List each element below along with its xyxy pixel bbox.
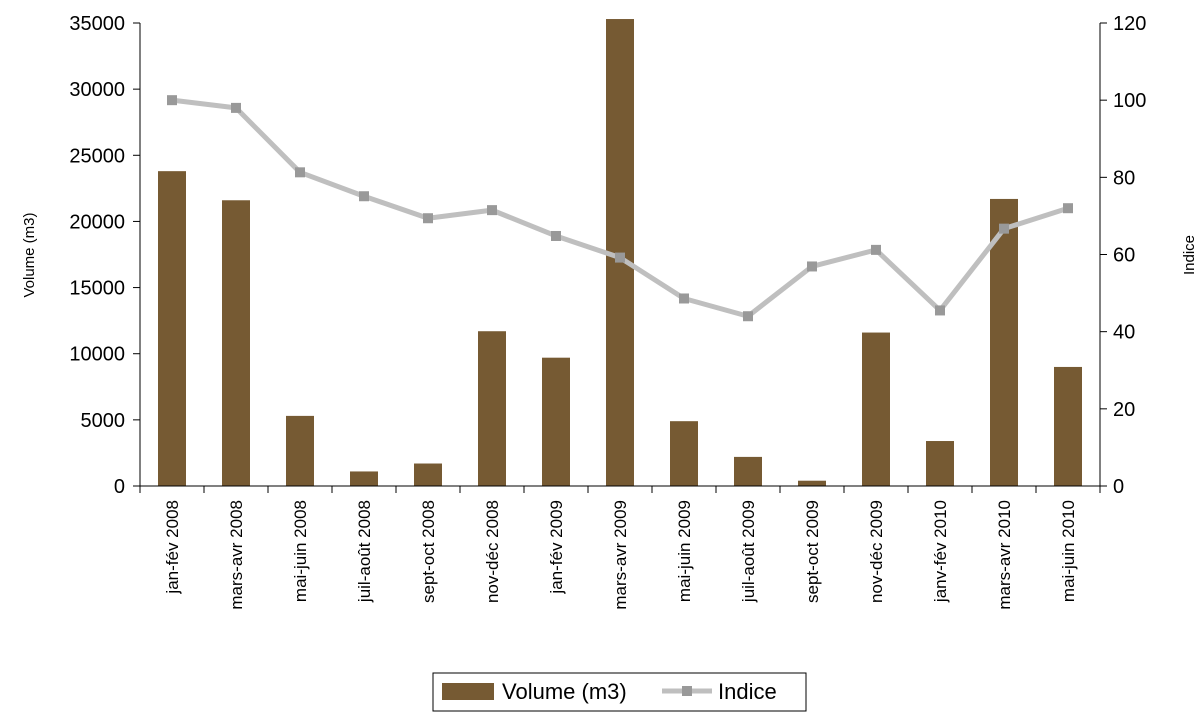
indice-point-8 xyxy=(679,293,689,304)
bar-6 xyxy=(542,357,570,486)
x-tick-label-1: mars-avr 2008 xyxy=(227,500,246,610)
indice-point-11 xyxy=(871,244,881,255)
y-tick-label-1: 5000 xyxy=(81,410,126,432)
bar-4 xyxy=(414,463,442,486)
indice-point-12 xyxy=(935,305,945,316)
indice-point-4 xyxy=(423,213,433,224)
indice-point-7 xyxy=(615,252,625,263)
bar-2 xyxy=(286,415,314,486)
y-tick-label-2: 10000 xyxy=(69,344,125,366)
bar-1 xyxy=(222,200,250,486)
bar-10 xyxy=(798,480,826,486)
x-tick-label-0: jan-fév 2008 xyxy=(163,500,182,595)
x-tick-label-5: nov-déc 2008 xyxy=(483,500,502,603)
x-tick-label-6: jan-fév 2009 xyxy=(547,500,566,595)
y-tick-label-3: 15000 xyxy=(69,278,125,300)
indice-point-6 xyxy=(551,230,561,241)
x-tick-label-10: sept-oct 2009 xyxy=(803,500,822,603)
indice-point-9 xyxy=(743,311,753,322)
x-tick-label-11: nov-déc 2009 xyxy=(867,500,886,603)
x-tick-label-4: sept-oct 2008 xyxy=(419,500,438,603)
indice-point-1 xyxy=(231,102,241,113)
x-tick-label-2: mai-juin 2008 xyxy=(291,500,310,602)
y-tick-label-4: 20000 xyxy=(69,211,125,233)
bar-12 xyxy=(926,441,954,486)
bar-5 xyxy=(478,331,506,486)
y-tick-label-0: 0 xyxy=(114,476,125,498)
indice-point-0 xyxy=(167,95,177,106)
legend: Volume (m3) Indice xyxy=(432,672,807,712)
x-tick-label-13: mars-avr 2010 xyxy=(995,500,1014,610)
indice-point-13 xyxy=(999,223,1009,234)
y-tick-label-5: 25000 xyxy=(69,145,125,167)
y-tick-label-6: 30000 xyxy=(69,79,125,101)
x-tick-label-14: mai-juin 2010 xyxy=(1059,500,1078,602)
y2-tick-label-4: 80 xyxy=(1113,167,1135,189)
y2-tick-label-1: 20 xyxy=(1113,399,1135,421)
legend-frame xyxy=(432,672,807,712)
y2-tick-label-0: 0 xyxy=(1113,476,1124,498)
line-series-layer xyxy=(167,95,1073,322)
indice-point-2 xyxy=(295,167,305,178)
indice-point-5 xyxy=(487,205,497,216)
x-tick-label-3: juil-août 2008 xyxy=(355,500,374,603)
y-tick-label-7: 35000 xyxy=(69,13,125,35)
x-tick-label-12: janv-fév 2010 xyxy=(931,500,950,603)
bar-3 xyxy=(350,471,378,486)
legend-swatch-volume xyxy=(442,683,494,700)
y2-tick-label-3: 60 xyxy=(1113,245,1135,267)
axes-layer xyxy=(133,22,1107,493)
bar-9 xyxy=(734,456,762,486)
x-tick-label-9: juil-août 2009 xyxy=(739,500,758,603)
tick-labels-layer: 0 5000 10000 15000 20000 25000 30000 35000 0 20 40… xyxy=(69,13,1146,610)
y2-tick-label-2: 40 xyxy=(1113,322,1135,344)
bar-11 xyxy=(862,332,890,486)
indice-point-3 xyxy=(359,191,369,202)
x-tick-label-8: mai-juin 2009 xyxy=(675,500,694,602)
legend-marker-indice xyxy=(682,686,692,696)
bar-series-layer xyxy=(158,19,1082,486)
y2-tick-label-5: 100 xyxy=(1113,90,1146,112)
y2-axis-title: Indice xyxy=(1181,235,1198,275)
x-tick-label-7: mars-avr 2009 xyxy=(611,500,630,610)
y2-tick-label-6: 120 xyxy=(1113,13,1146,35)
indice-point-10 xyxy=(807,261,817,272)
legend-label-volume: Volume (m3) xyxy=(502,679,627,704)
bar-8 xyxy=(670,421,698,486)
bar-14 xyxy=(1054,366,1082,486)
legend-label-indice: Indice xyxy=(718,679,777,704)
y-axis-title: Volume (m3) xyxy=(21,212,38,297)
bar-0 xyxy=(158,171,186,486)
indice-point-14 xyxy=(1063,203,1073,214)
bar-13 xyxy=(990,198,1018,486)
